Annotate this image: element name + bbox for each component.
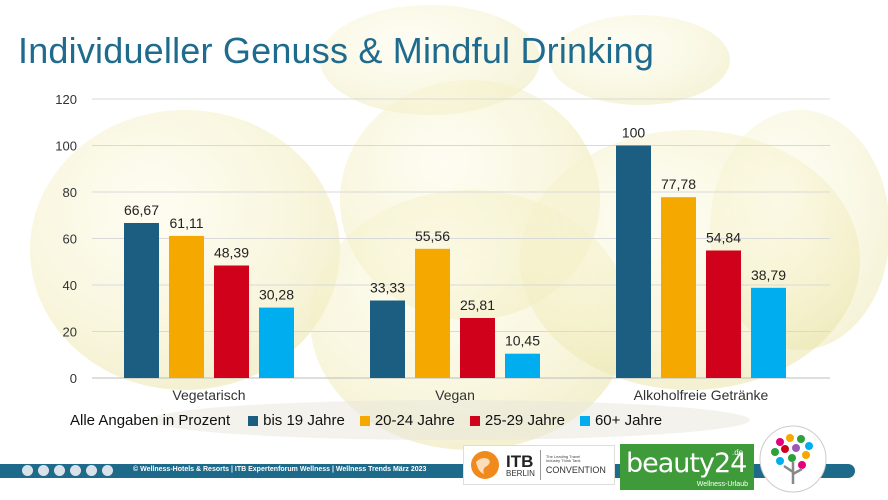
itb-berlin-logo: ITB BERLIN The Leading Travel Industry T… <box>463 445 615 485</box>
x-tick-label: Alkoholfreie Getränke <box>634 387 769 403</box>
globe-icon <box>471 451 499 479</box>
data-label: 30,28 <box>259 287 294 303</box>
tree-logo-icon <box>759 425 827 493</box>
page-title: Individueller Genuss & Mindful Drinking <box>18 30 655 71</box>
data-label: 77,78 <box>661 176 696 192</box>
bar <box>214 265 249 378</box>
data-label: 66,67 <box>124 202 159 218</box>
bar <box>169 235 204 378</box>
data-label: 54,84 <box>706 229 741 245</box>
beauty24-tld: .de <box>732 448 744 457</box>
legend-label: bis 19 Jahre <box>263 412 345 429</box>
y-tick-label: 60 <box>63 232 77 247</box>
y-tick-label: 0 <box>70 371 77 386</box>
itb-convention: CONVENTION <box>545 465 606 476</box>
data-label: 48,39 <box>214 244 249 260</box>
bar <box>124 222 159 378</box>
data-label: 38,79 <box>751 267 786 283</box>
bar <box>415 248 450 378</box>
divider <box>539 450 541 480</box>
legend-item-60-plus: 60+ Jahre <box>579 412 663 429</box>
bar <box>706 250 741 378</box>
bar <box>661 197 696 378</box>
legend-swatch <box>248 415 259 426</box>
y-tick-label: 20 <box>63 325 77 340</box>
legend-swatch <box>469 415 480 426</box>
legend-item-bis-19: bis 19 Jahre <box>248 412 345 429</box>
y-tick-label: 40 <box>63 278 77 293</box>
itb-name: ITB <box>506 451 534 471</box>
legend-item-25-29: 25-29 Jahre <box>469 412 565 429</box>
progress-dot <box>70 465 81 476</box>
legend-note: Alle Angaben in Prozent <box>70 412 231 429</box>
x-tick-label: Vegan <box>435 387 475 403</box>
legend-swatch <box>579 415 590 426</box>
y-tick-label: 100 <box>55 139 77 154</box>
data-label: 25,81 <box>460 297 495 313</box>
bar <box>370 300 405 378</box>
legend-label: 60+ Jahre <box>594 412 663 429</box>
chart-legend: Alle Angaben in Prozent bis 19 Jahre 20-… <box>70 412 677 429</box>
beauty24-subtitle: Wellness-Urlaub <box>696 481 748 488</box>
progress-dot <box>54 465 65 476</box>
y-tick-label: 120 <box>55 92 77 107</box>
bar <box>460 317 495 378</box>
data-label: 10,45 <box>505 333 540 349</box>
legend-label: 25-29 Jahre <box>484 412 565 429</box>
data-label: 100 <box>622 125 646 141</box>
beauty24-logo: beauty24 .de Wellness-Urlaub <box>620 444 754 490</box>
legend-swatch <box>359 415 370 426</box>
progress-dot <box>102 465 113 476</box>
bar <box>751 287 786 378</box>
slide-progress-dots <box>22 465 118 476</box>
footer-text: © Wellness-Hotels & Resorts | ITB Expert… <box>133 466 427 473</box>
data-label: 61,11 <box>170 215 204 231</box>
legend-label: 20-24 Jahre <box>374 412 455 429</box>
data-label: 55,56 <box>415 228 450 244</box>
legend-item-20-24: 20-24 Jahre <box>359 412 455 429</box>
itb-city: BERLIN <box>506 468 535 478</box>
progress-dot <box>38 465 49 476</box>
bar <box>616 145 651 378</box>
bar <box>259 307 294 378</box>
y-tick-label: 80 <box>63 185 77 200</box>
beauty24-brand: beauty24 <box>626 448 747 479</box>
itb-tagline: The Leading Travel Industry Think Tank <box>545 453 581 463</box>
x-tick-label: Vegetarisch <box>172 387 245 403</box>
progress-dot <box>86 465 97 476</box>
bar <box>505 353 540 378</box>
data-label: 33,33 <box>370 280 405 296</box>
progress-dot <box>22 465 33 476</box>
